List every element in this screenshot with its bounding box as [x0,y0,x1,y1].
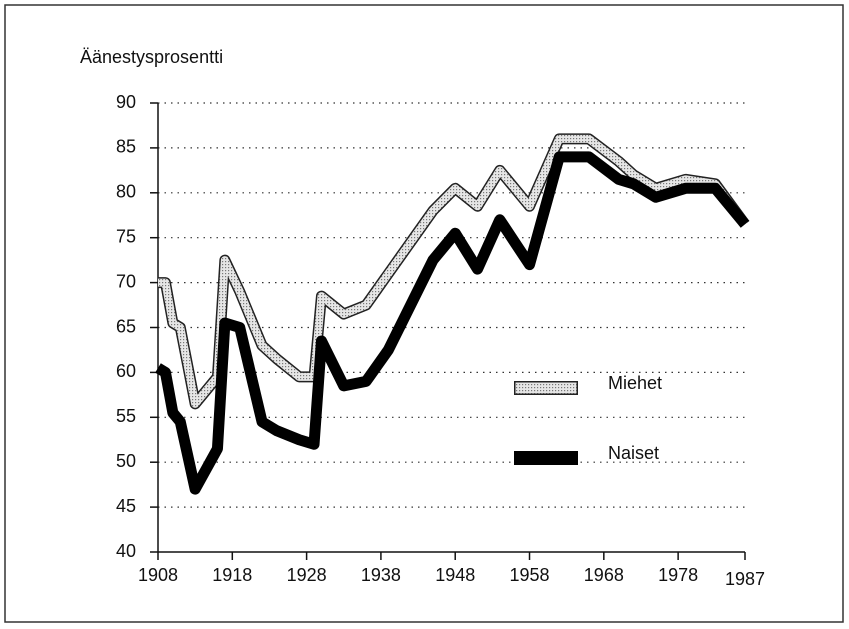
y-tick-label: 75 [116,226,136,246]
x-tick-label: 1958 [509,565,549,585]
x-tick-label: 1978 [658,565,698,585]
x-tick-label: 1948 [435,565,475,585]
x-tick-label: 1918 [212,565,252,585]
legend-label: Miehet [608,373,662,393]
frame [4,4,844,623]
x-tick-label: 1928 [287,565,327,585]
y-tick-label: 90 [116,92,136,112]
x-tick-label: 1968 [584,565,624,585]
y-tick-label: 55 [116,406,136,426]
y-tick-label: 40 [116,541,136,561]
y-tick-label: 65 [116,316,136,336]
legend-label: Naiset [608,443,659,463]
y-tick-label: 50 [116,451,136,471]
x-tick-label: 1938 [361,565,401,585]
y-tick-label: 80 [116,182,136,202]
y-axis-label: Äänestysprosentti [80,47,223,67]
y-tick-label: 45 [116,496,136,516]
legend-swatch [515,382,577,394]
line [155,151,750,495]
x-tick-label: 1908 [138,565,178,585]
y-tick-label: 60 [116,361,136,381]
y-tick-label: 85 [116,137,136,157]
x-tick-label: 1987 [725,569,765,589]
line [158,134,749,408]
y-tick-label: 70 [116,271,136,291]
legend-swatch [514,451,578,465]
